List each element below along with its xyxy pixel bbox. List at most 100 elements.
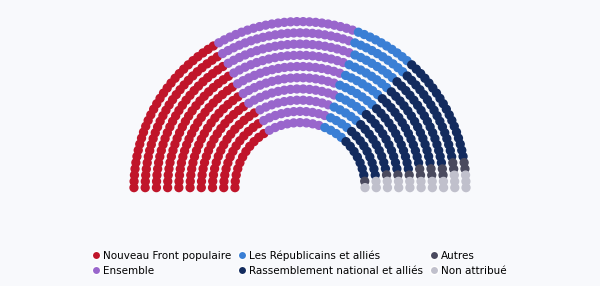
Circle shape [277, 122, 285, 129]
Circle shape [342, 84, 350, 92]
Circle shape [293, 74, 301, 82]
Circle shape [341, 72, 350, 79]
Circle shape [226, 33, 234, 41]
Circle shape [417, 107, 425, 114]
Circle shape [403, 72, 411, 80]
Circle shape [241, 39, 249, 47]
Circle shape [388, 88, 395, 96]
Circle shape [379, 66, 386, 74]
Circle shape [247, 37, 255, 45]
Circle shape [356, 137, 364, 145]
Circle shape [189, 72, 197, 80]
Circle shape [361, 125, 369, 133]
Circle shape [345, 37, 353, 45]
Circle shape [241, 51, 249, 59]
Circle shape [362, 111, 370, 118]
Circle shape [368, 101, 376, 108]
Circle shape [230, 69, 238, 77]
Circle shape [440, 184, 448, 192]
Circle shape [364, 83, 371, 91]
Circle shape [368, 159, 376, 167]
Circle shape [186, 184, 194, 192]
Circle shape [299, 18, 307, 25]
Circle shape [389, 60, 397, 68]
Circle shape [373, 105, 380, 113]
Circle shape [169, 117, 176, 125]
Circle shape [256, 69, 264, 77]
Circle shape [352, 132, 360, 140]
Circle shape [280, 98, 288, 106]
Circle shape [259, 57, 266, 65]
Circle shape [274, 76, 282, 84]
Circle shape [368, 47, 376, 55]
Circle shape [424, 117, 431, 125]
Circle shape [271, 31, 279, 39]
Circle shape [268, 89, 276, 97]
Circle shape [212, 158, 220, 166]
Circle shape [230, 44, 238, 52]
Circle shape [408, 76, 416, 84]
Circle shape [361, 184, 369, 192]
Circle shape [293, 96, 301, 104]
Circle shape [227, 130, 235, 138]
Circle shape [404, 165, 412, 173]
Circle shape [381, 114, 389, 122]
Circle shape [342, 138, 350, 146]
Circle shape [378, 80, 386, 88]
Circle shape [327, 32, 335, 40]
Circle shape [302, 51, 310, 59]
Circle shape [254, 120, 262, 128]
Circle shape [196, 97, 204, 105]
Circle shape [215, 109, 223, 117]
Circle shape [382, 165, 389, 172]
Circle shape [430, 106, 438, 114]
Circle shape [416, 165, 424, 173]
Circle shape [287, 18, 295, 26]
Circle shape [265, 32, 273, 40]
Circle shape [347, 113, 355, 120]
Circle shape [205, 88, 212, 96]
Circle shape [296, 40, 304, 48]
Circle shape [383, 42, 391, 50]
Circle shape [299, 63, 307, 70]
Circle shape [232, 177, 239, 185]
Circle shape [299, 74, 307, 82]
Circle shape [220, 177, 228, 185]
Circle shape [189, 57, 197, 65]
Circle shape [189, 159, 197, 167]
Circle shape [179, 153, 187, 161]
Circle shape [239, 153, 247, 161]
Circle shape [235, 41, 243, 49]
Circle shape [439, 100, 447, 108]
Circle shape [393, 49, 401, 57]
Circle shape [445, 141, 452, 148]
Circle shape [414, 123, 422, 131]
Circle shape [142, 171, 149, 179]
Circle shape [408, 61, 416, 69]
Circle shape [433, 140, 441, 148]
Circle shape [274, 19, 282, 27]
Circle shape [175, 184, 183, 192]
Circle shape [379, 95, 386, 103]
Circle shape [233, 80, 242, 88]
Circle shape [131, 165, 139, 173]
Circle shape [321, 112, 329, 120]
Circle shape [221, 171, 229, 179]
Circle shape [271, 54, 279, 61]
Circle shape [395, 135, 403, 143]
Circle shape [245, 113, 253, 120]
Circle shape [351, 51, 359, 59]
Circle shape [231, 184, 239, 192]
Circle shape [271, 124, 279, 132]
Circle shape [290, 119, 298, 127]
Circle shape [209, 184, 217, 192]
Circle shape [241, 63, 249, 71]
Circle shape [164, 177, 172, 185]
Circle shape [166, 123, 174, 131]
Circle shape [305, 97, 314, 105]
Circle shape [395, 114, 403, 121]
Circle shape [421, 140, 429, 148]
Circle shape [247, 61, 255, 69]
Circle shape [268, 78, 276, 85]
Circle shape [353, 153, 361, 161]
